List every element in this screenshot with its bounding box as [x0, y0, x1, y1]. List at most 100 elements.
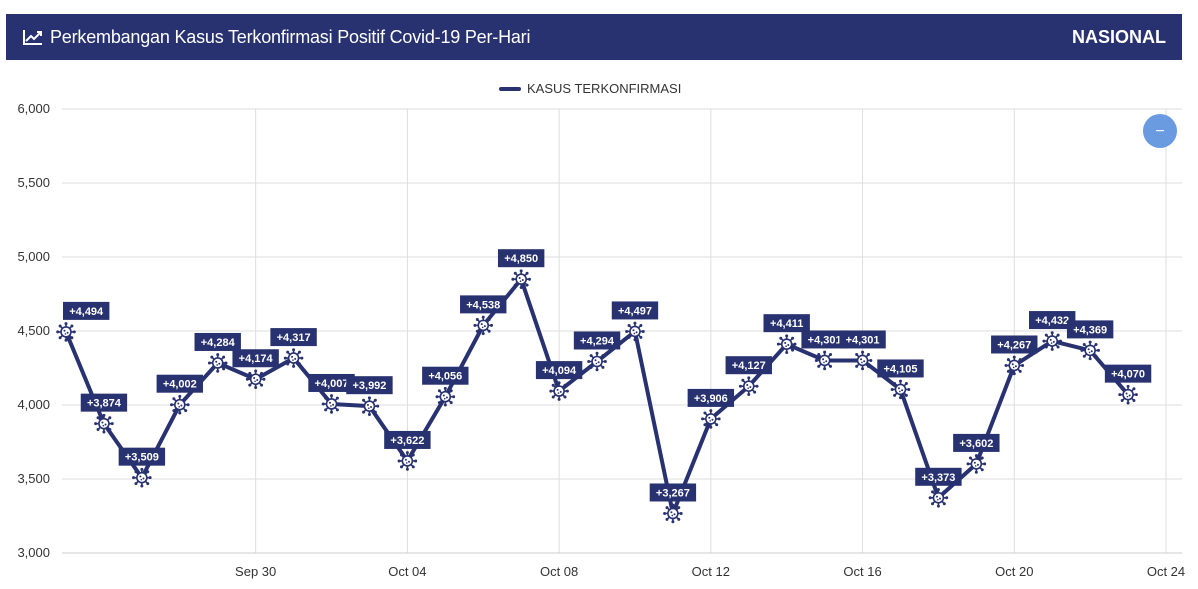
data-label-box — [991, 335, 1038, 354]
virus-icon — [1080, 340, 1101, 361]
data-point[interactable]: +3,373 — [915, 467, 962, 508]
data-point[interactable]: +4,497 — [611, 301, 659, 342]
data-point[interactable]: +4,294 — [573, 331, 621, 372]
data-point[interactable]: +4,056 — [422, 366, 469, 407]
data-label-box — [63, 301, 110, 320]
data-label-box — [763, 314, 810, 333]
data-label: +3,992 — [352, 380, 386, 392]
y-tick-label: 6,000 — [17, 101, 50, 116]
data-label-box — [346, 376, 393, 395]
data-label-box — [422, 366, 469, 385]
data-label: +4,094 — [542, 365, 577, 377]
data-label: +4,002 — [163, 379, 197, 391]
data-point[interactable]: +4,411 — [763, 314, 810, 355]
chart-header: Perkembangan Kasus Terkonfirmasi Positif… — [6, 14, 1182, 60]
virus-icon — [321, 393, 342, 414]
data-point[interactable]: +4,432 — [1029, 311, 1076, 352]
virus-icon — [587, 351, 608, 372]
data-label-box — [118, 447, 166, 466]
data-point[interactable]: +4,002 — [156, 374, 203, 415]
data-label: +4,538 — [466, 299, 500, 311]
virus-icon — [890, 379, 911, 400]
data-point[interactable]: +3,509 — [118, 447, 166, 488]
data-point[interactable]: +4,369 — [1066, 320, 1114, 361]
x-tick-label: Oct 16 — [843, 564, 881, 579]
data-label: +4,267 — [997, 339, 1031, 351]
virus-icon — [131, 467, 152, 488]
data-label-box — [1104, 364, 1152, 383]
virus-icon — [435, 386, 456, 407]
data-point[interactable]: +4,070 — [1104, 364, 1152, 405]
virus-icon — [1004, 355, 1025, 376]
data-point[interactable]: +3,992 — [346, 376, 393, 417]
minus-icon: − — [1155, 123, 1164, 140]
axes: 3,000 3,500 4,000 4,500 5,000 5,500 6,000 Sep 3… — [17, 101, 1185, 579]
data-label: +4,294 — [580, 335, 615, 347]
data-point[interactable]: +4,127 — [725, 356, 772, 397]
data-point[interactable]: +4,301 — [801, 330, 848, 371]
data-point[interactable]: +4,538 — [460, 295, 507, 336]
virus-icon — [928, 487, 949, 508]
y-tick-label: 5,000 — [17, 249, 50, 264]
data-label: +3,602 — [959, 438, 993, 450]
virus-icon — [814, 350, 835, 371]
legend[interactable]: KASUS TERKONFIRMASI — [499, 81, 681, 96]
data-label: +4,174 — [239, 353, 274, 365]
data-point[interactable]: +3,874 — [80, 393, 128, 434]
data-label: +4,301 — [846, 334, 880, 346]
data-point[interactable]: +4,174 — [232, 349, 279, 390]
data-point[interactable]: +4,105 — [877, 359, 924, 400]
data-point[interactable]: +3,906 — [687, 388, 735, 429]
scope-label: NASIONAL — [1072, 26, 1166, 47]
virus-icon — [511, 269, 532, 290]
data-label-box — [953, 433, 1000, 452]
virus-icon — [93, 413, 114, 434]
x-tick-label: Oct 12 — [692, 564, 730, 579]
y-tick-label: 4,500 — [17, 323, 50, 338]
data-label-box — [725, 356, 772, 375]
data-label-box — [232, 349, 279, 368]
data-point[interactable]: +4,007 — [308, 373, 355, 414]
virus-icon — [1042, 331, 1063, 352]
virus-icon — [397, 450, 418, 471]
data-point[interactable]: +4,850 — [497, 249, 545, 290]
data-point[interactable]: +4,317 — [270, 328, 317, 369]
data-label-box — [1029, 311, 1076, 330]
data-label-box — [687, 388, 735, 407]
data-label-box — [270, 328, 317, 347]
data-label-box — [611, 301, 659, 320]
data-label-box — [915, 467, 962, 486]
data-label: +4,105 — [884, 363, 918, 375]
virus-icon — [1118, 384, 1139, 405]
data-label-box — [573, 331, 621, 350]
data-point[interactable]: +3,267 — [649, 483, 697, 524]
data-label-box — [649, 483, 697, 502]
data-point[interactable]: +4,494 — [56, 301, 110, 342]
data-point[interactable]: +4,094 — [535, 361, 583, 402]
data-point[interactable]: +4,301 — [839, 330, 886, 371]
reset-zoom-button[interactable]: − — [1143, 114, 1177, 148]
virus-icon — [966, 453, 987, 474]
data-label-box — [384, 430, 431, 449]
virus-icon — [624, 321, 645, 342]
data-label: +4,411 — [770, 318, 803, 330]
legend-swatch — [499, 87, 521, 91]
virus-icon — [207, 352, 228, 373]
x-tick-label: Oct 04 — [388, 564, 426, 579]
virus-icon — [473, 315, 494, 336]
legend-label[interactable]: KASUS TERKONFIRMASI — [527, 81, 681, 96]
data-label: +4,070 — [1111, 369, 1145, 381]
virus-icon — [245, 369, 266, 390]
data-point[interactable]: +3,622 — [384, 430, 431, 471]
data-label: +4,284 — [201, 337, 236, 349]
virus-icon — [169, 394, 190, 415]
data-label: +3,509 — [125, 452, 159, 464]
data-point[interactable]: +4,284 — [194, 332, 241, 373]
virus-icon — [852, 350, 873, 371]
data-point[interactable]: +3,602 — [953, 433, 1000, 474]
virus-icon — [56, 321, 76, 342]
data-point[interactable]: +4,267 — [991, 335, 1038, 376]
virus-icon — [738, 376, 759, 397]
y-tick-label: 4,000 — [17, 397, 50, 412]
